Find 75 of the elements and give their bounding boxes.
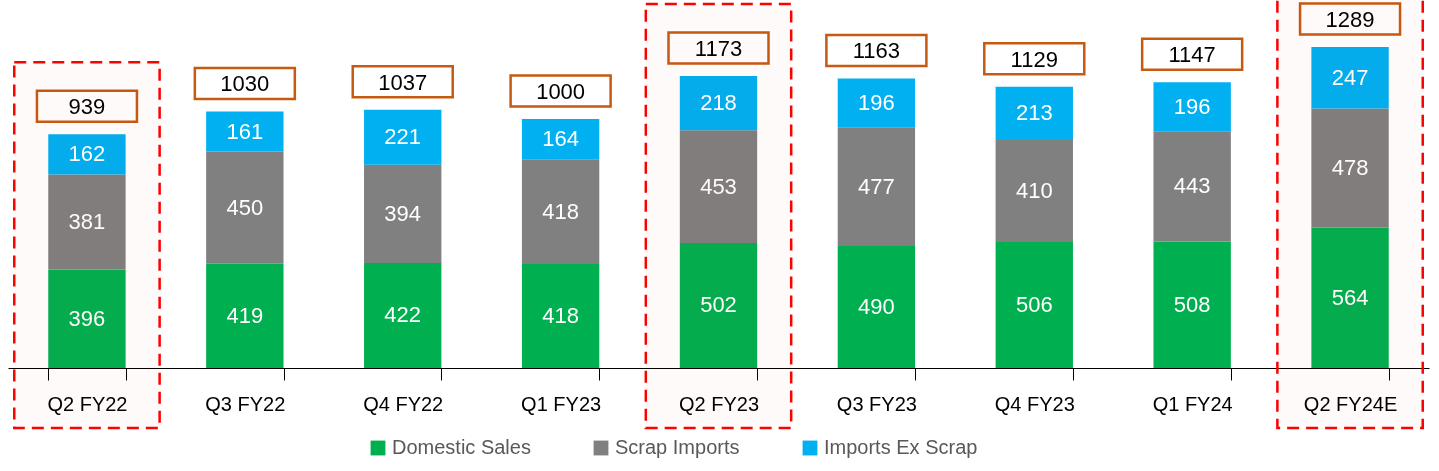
bar <box>521 118 600 160</box>
total-label: 1129 <box>1010 46 1058 72</box>
data-label: 419 <box>226 302 264 328</box>
x-tick-label: Q3 FY23 <box>836 392 917 415</box>
data-label: 443 <box>1173 173 1211 199</box>
data-label: 502 <box>700 292 737 318</box>
data-label: 218 <box>700 90 737 116</box>
data-label: 418 <box>542 198 579 224</box>
bar <box>48 174 126 270</box>
bar <box>48 134 126 175</box>
x-tick-label: Q2 FY23 <box>678 392 760 415</box>
total-label: 1289 <box>1325 7 1375 32</box>
bar <box>206 111 284 152</box>
total-label: 1037 <box>378 69 428 95</box>
bar <box>364 164 442 263</box>
total-label: 1000 <box>536 78 586 104</box>
data-label: 381 <box>68 208 106 234</box>
x-tick-label: Q1 FY23 <box>521 392 602 415</box>
x-tick-label: Q2 FY24E <box>1303 392 1398 415</box>
data-label: 506 <box>1015 292 1053 317</box>
bar <box>837 78 916 128</box>
bar <box>206 263 284 368</box>
bar <box>364 109 442 165</box>
bar <box>679 130 758 243</box>
bar <box>1311 227 1389 368</box>
legend-label: Domestic Sales <box>392 436 531 458</box>
data-label: 161 <box>226 118 264 144</box>
total-label: 1030 <box>220 71 270 97</box>
bar <box>1153 241 1231 368</box>
bar <box>1311 47 1389 109</box>
data-label: 247 <box>1331 64 1369 90</box>
legend-label: Scrap Imports <box>615 436 740 458</box>
data-label: 196 <box>1173 93 1211 119</box>
data-label: 490 <box>858 293 895 319</box>
bar <box>521 263 600 368</box>
data-label: 422 <box>384 302 422 328</box>
bar <box>995 86 1073 140</box>
data-label: 164 <box>542 126 579 152</box>
x-tick-label: Q3 FY22 <box>205 392 286 415</box>
data-label: 450 <box>226 194 264 220</box>
data-label: 394 <box>384 200 422 226</box>
data-label: 477 <box>858 173 895 199</box>
x-tick-label: Q4 FY22 <box>363 392 444 415</box>
total-label: 1173 <box>694 35 743 61</box>
data-label: 213 <box>1015 100 1053 126</box>
bar <box>995 241 1073 368</box>
data-label: 221 <box>384 124 422 150</box>
data-label: 564 <box>1331 284 1369 310</box>
data-label: 196 <box>858 89 895 115</box>
data-label: 508 <box>1173 291 1211 317</box>
data-label: 162 <box>68 141 106 167</box>
bar <box>837 127 916 246</box>
bar <box>521 159 600 264</box>
total-label: 1163 <box>852 38 901 64</box>
bar <box>364 262 442 368</box>
x-tick-label: Q1 FY24 <box>1152 392 1233 415</box>
total-label: 1147 <box>1168 42 1216 68</box>
x-tick-label: Q2 FY22 <box>47 392 128 415</box>
data-label: 410 <box>1015 177 1053 203</box>
bar <box>995 139 1073 242</box>
bar <box>1153 131 1231 242</box>
x-tick-label: Q4 FY23 <box>994 392 1075 415</box>
data-label: 418 <box>542 302 579 328</box>
bar <box>1153 82 1231 132</box>
data-label: 478 <box>1331 155 1369 181</box>
bar <box>48 269 126 368</box>
total-label: 939 <box>68 94 106 120</box>
legend-label: Imports Ex Scrap <box>824 436 978 458</box>
bar <box>679 75 758 131</box>
data-label: 453 <box>700 173 737 199</box>
bar <box>679 242 758 368</box>
bar <box>837 245 916 368</box>
bar <box>206 151 284 264</box>
data-label: 396 <box>68 305 106 331</box>
bar <box>1311 108 1389 228</box>
